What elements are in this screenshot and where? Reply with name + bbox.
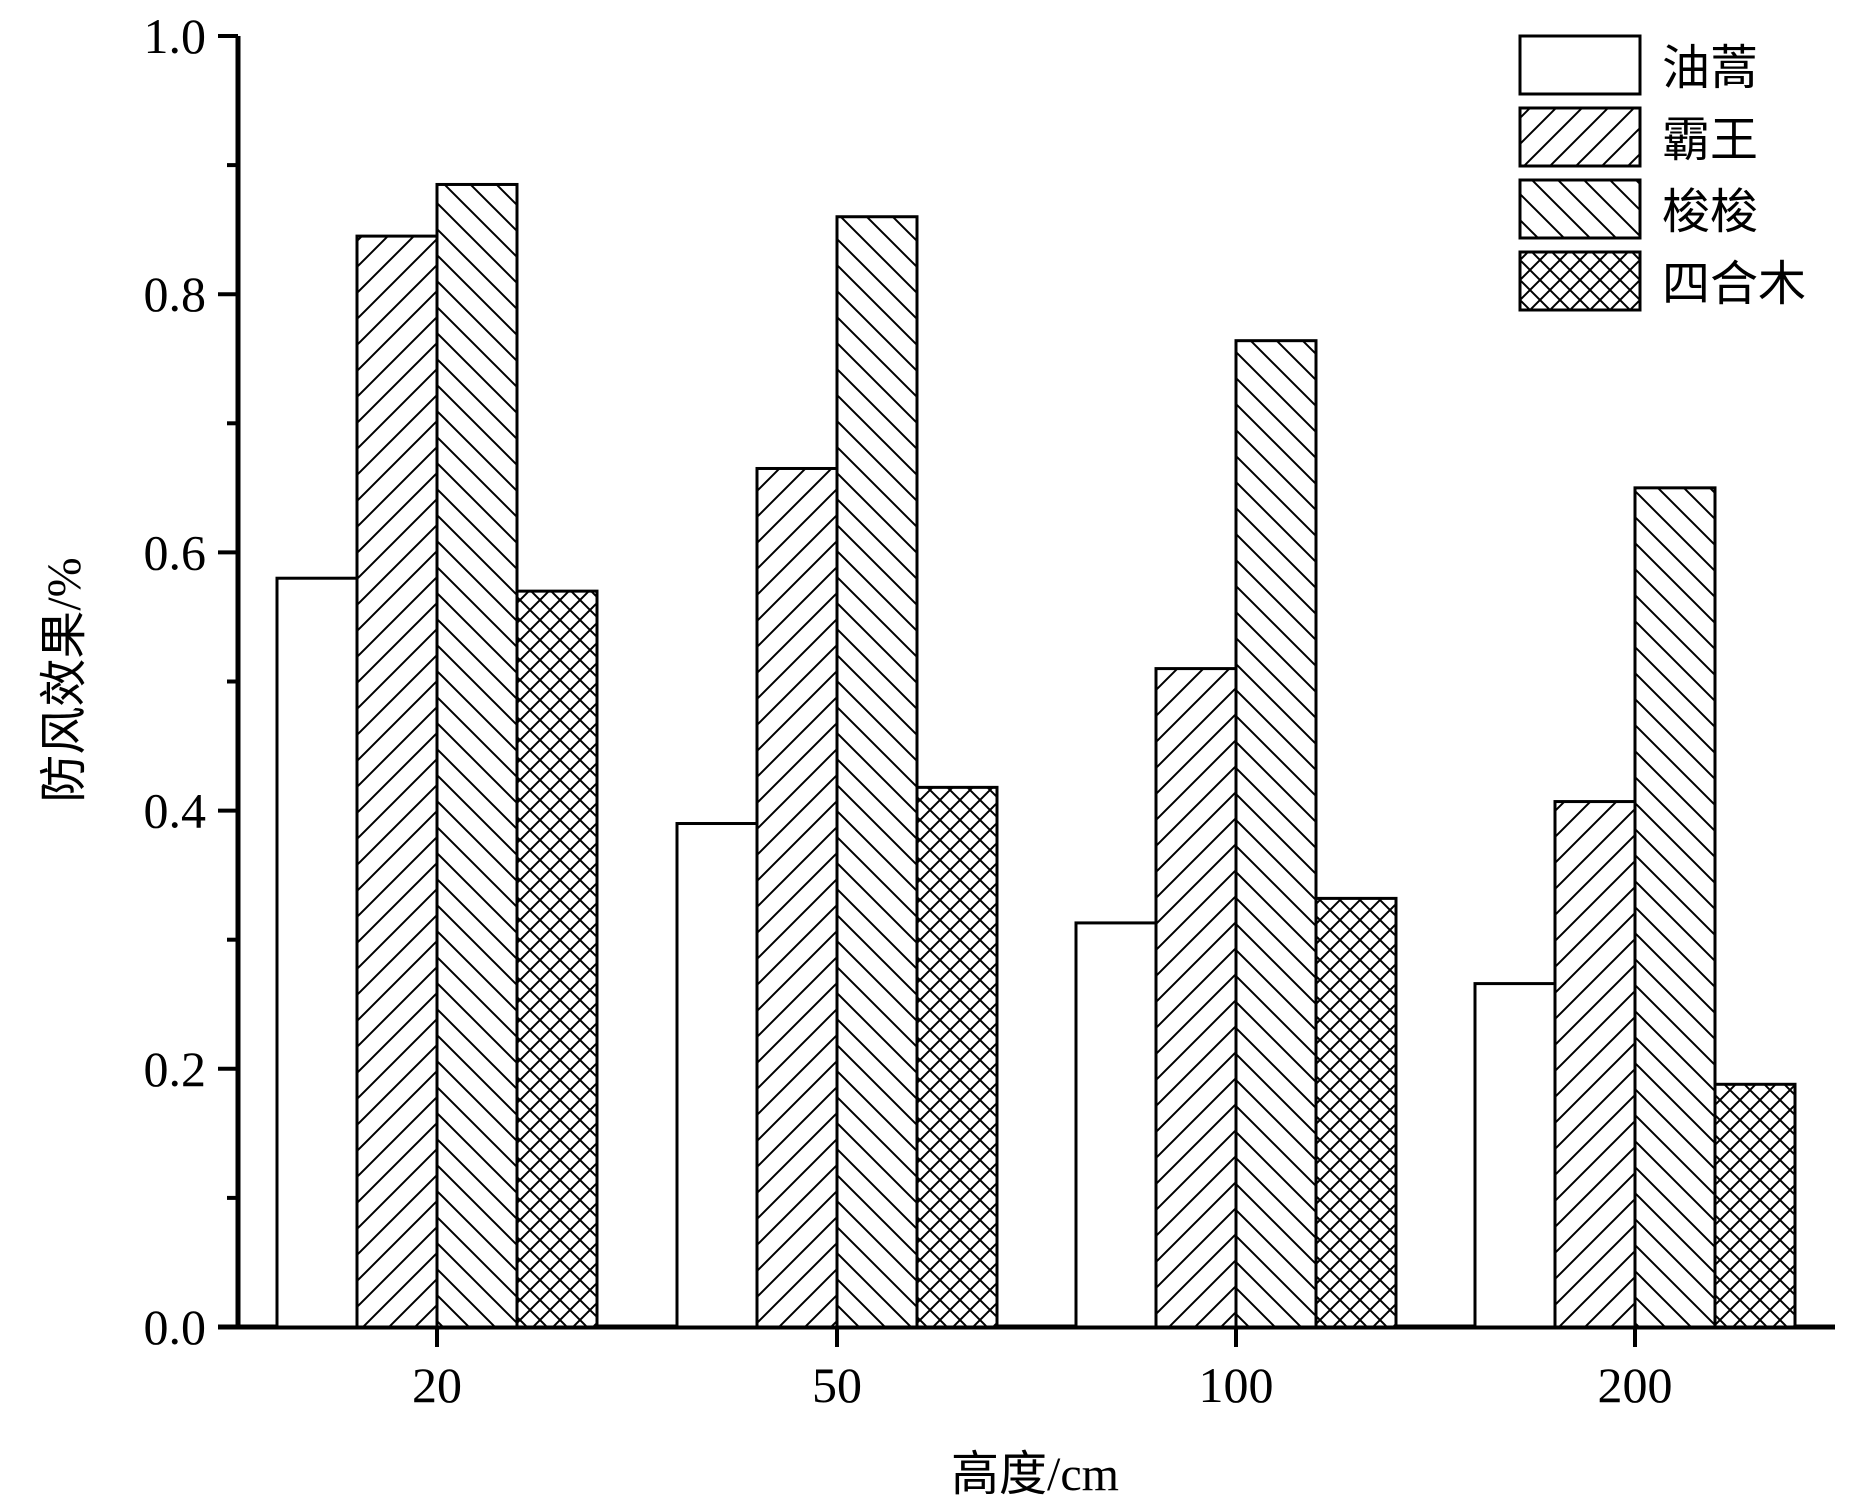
- x-axis-title: 高度/cm: [951, 1448, 1119, 1501]
- y-tick-label: 0.6: [144, 524, 207, 580]
- x-tick-label: 50: [812, 1357, 862, 1413]
- x-tick-label: 100: [1199, 1357, 1274, 1413]
- bar-1-200: [1473, 982, 1557, 1329]
- bar-2-20: [355, 234, 439, 1329]
- bar-4-50: [915, 785, 999, 1329]
- y-tick-label: 0.0: [144, 1299, 207, 1355]
- y-tick-label: 1.0: [144, 8, 207, 64]
- legend-label: 梭梭: [1662, 186, 1758, 239]
- bar-2-100: [1154, 667, 1238, 1329]
- bar-4-100: [1314, 896, 1398, 1329]
- bar-3-200: [1633, 486, 1717, 1329]
- bar-3-100: [1234, 339, 1318, 1329]
- y-tick-label: 0.4: [144, 783, 207, 839]
- legend-swatch: [1518, 106, 1642, 168]
- legend-label: 霸王: [1662, 114, 1758, 167]
- bar-2-50: [755, 466, 839, 1329]
- y-axis-title: 防风效果/%: [38, 557, 91, 802]
- bar-4-20: [515, 589, 599, 1329]
- legend-swatch: [1518, 250, 1642, 312]
- legend-swatch: [1518, 178, 1642, 240]
- bar-1-20: [275, 576, 359, 1329]
- legend-label: 油蒿: [1662, 42, 1758, 95]
- x-tick-label: 20: [412, 1357, 462, 1413]
- y-tick-label: 0.2: [144, 1041, 207, 1097]
- bar-1-100: [1074, 921, 1158, 1329]
- bar-4-200: [1713, 1082, 1797, 1329]
- bar-3-20: [435, 182, 519, 1329]
- bar-2-200: [1553, 800, 1637, 1329]
- legend-swatch: [1518, 34, 1642, 96]
- bar-3-50: [835, 215, 919, 1329]
- y-tick-label: 0.8: [144, 266, 207, 322]
- bar-1-50: [675, 822, 759, 1329]
- legend-label: 四合木: [1662, 258, 1806, 311]
- x-tick-label: 200: [1598, 1357, 1673, 1413]
